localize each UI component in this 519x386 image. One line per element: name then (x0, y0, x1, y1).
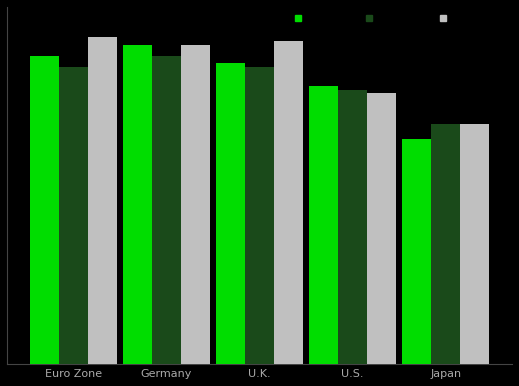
Bar (59, 67, 88, 364)
Bar (431, 124, 460, 364)
Bar (216, 63, 245, 364)
Bar (123, 44, 152, 364)
Bar (402, 139, 431, 364)
Bar (274, 41, 303, 364)
Bar (309, 86, 338, 364)
Bar (152, 56, 181, 364)
Bar (245, 67, 274, 364)
Bar (88, 37, 117, 364)
Legend: Jan 2022, Feb 2022, Mar 2022: Jan 2022, Feb 2022, Mar 2022 (293, 12, 497, 26)
Bar (181, 44, 210, 364)
Bar (338, 90, 367, 364)
Bar (30, 56, 59, 364)
Bar (460, 124, 489, 364)
Bar (367, 93, 396, 364)
